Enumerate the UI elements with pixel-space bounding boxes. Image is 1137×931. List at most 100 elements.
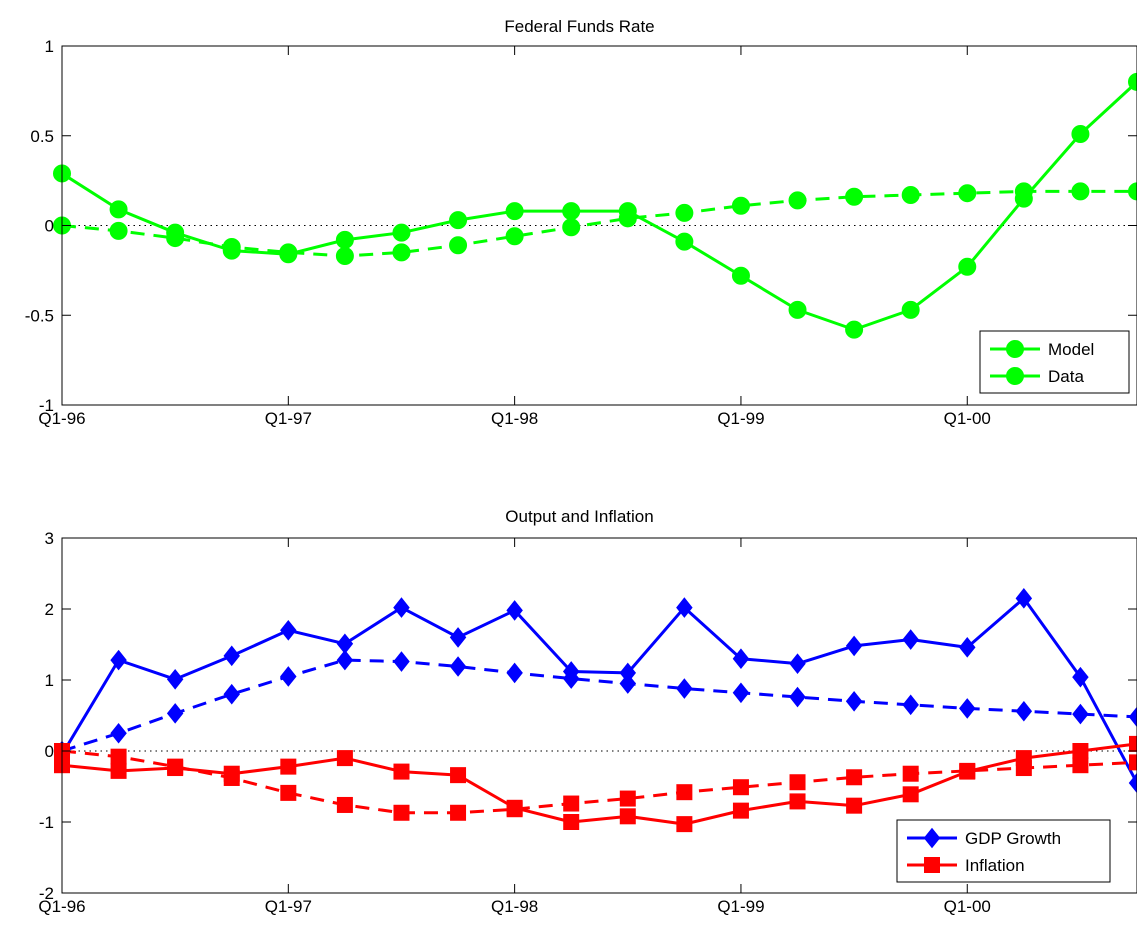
data-point — [675, 203, 694, 222]
data-point — [789, 793, 806, 810]
data-point — [902, 694, 919, 716]
data-point — [958, 184, 977, 203]
data-point — [562, 202, 581, 221]
data-point — [223, 683, 240, 705]
data-point — [166, 703, 184, 724]
data-point — [675, 232, 694, 251]
data-point — [1071, 182, 1090, 201]
legend-label: Data — [1048, 367, 1084, 386]
data-point — [449, 656, 467, 677]
data-point — [845, 187, 864, 206]
y-tick-label: 2 — [45, 600, 54, 619]
data-point — [280, 619, 297, 641]
legend-marker — [924, 857, 940, 873]
legend: GDP Growth Inflation — [896, 819, 1111, 883]
plot-frame — [61, 537, 1137, 894]
data-point — [336, 796, 353, 813]
data-point — [731, 266, 750, 285]
x-tick-label: Q1-98 — [491, 897, 538, 916]
series-line — [60, 596, 1137, 784]
data-point — [392, 243, 411, 262]
data-point — [1128, 772, 1137, 794]
data-point — [506, 662, 523, 684]
series-inflation-model- — [54, 743, 1137, 821]
chart-title: Output and Inflation — [505, 507, 653, 526]
y-tick-label: 0.5 — [30, 127, 54, 146]
data-point — [902, 629, 919, 650]
data-point — [676, 678, 693, 699]
data-point — [618, 202, 637, 221]
data-point — [449, 236, 468, 255]
series-inflation — [54, 735, 1137, 833]
chart-title: Federal Funds Rate — [504, 17, 654, 36]
data-point — [109, 221, 128, 240]
series-line — [61, 749, 1137, 815]
x-tick-label: Q1-96 — [38, 897, 85, 916]
data-point — [845, 690, 863, 712]
legend-marker — [1006, 340, 1024, 358]
data-point — [959, 637, 976, 658]
data-point — [789, 686, 806, 708]
data-point — [166, 668, 184, 690]
legend: Model Data — [979, 330, 1130, 394]
y-tick-label: -1 — [39, 813, 54, 832]
data-point — [563, 814, 580, 830]
data-point — [279, 245, 298, 264]
chart-2: Output and Inflation -2 -1 0 1 2 3 Q1-96 Q1-97 Q1… — [38, 507, 1137, 916]
data-point — [619, 790, 636, 807]
data-point — [619, 673, 637, 694]
x-tick-label: Q1-99 — [717, 897, 764, 916]
data-point — [731, 196, 750, 215]
series-line — [61, 658, 1137, 753]
data-point — [1015, 760, 1032, 777]
data-point — [1128, 72, 1137, 91]
data-point — [167, 758, 184, 775]
data-point — [223, 769, 240, 786]
x-tick-label: Q1-97 — [265, 409, 312, 428]
data-point — [1072, 757, 1089, 774]
data-point — [845, 320, 864, 339]
data-point — [1015, 588, 1033, 609]
data-point — [393, 651, 410, 672]
data-point — [1128, 706, 1137, 728]
data-point — [846, 797, 863, 814]
data-point — [846, 769, 863, 786]
data-point — [280, 666, 297, 687]
data-point — [563, 795, 580, 812]
legend-marker — [1006, 367, 1024, 385]
data-point — [1128, 182, 1137, 201]
y-tick-label: 1 — [45, 671, 54, 690]
data-point — [1072, 666, 1089, 688]
data-point — [1129, 754, 1137, 771]
data-point — [449, 627, 467, 648]
legend-marker — [923, 827, 941, 849]
data-point — [788, 191, 807, 210]
data-point — [110, 649, 127, 671]
legend-label: Inflation — [965, 856, 1025, 875]
y-tick-label: -1 — [39, 396, 54, 415]
data-point — [1015, 700, 1033, 722]
data-point — [732, 648, 750, 670]
y-tick-label: 3 — [45, 529, 54, 548]
series-line — [61, 80, 1137, 332]
data-point — [280, 758, 297, 775]
x-tick-label: Q1-96 — [38, 409, 85, 428]
x-tick-label: Q1-97 — [265, 897, 312, 916]
data-point — [1072, 743, 1089, 759]
data-point — [958, 257, 977, 276]
data-point — [109, 200, 128, 219]
data-point — [110, 762, 127, 779]
data-point — [676, 816, 693, 833]
data-point — [732, 682, 750, 704]
data-point — [223, 645, 240, 667]
data-point — [336, 649, 354, 671]
data-point — [166, 223, 185, 242]
data-point — [959, 698, 976, 719]
data-point — [450, 804, 467, 821]
data-point — [392, 223, 411, 242]
data-point — [562, 668, 580, 689]
data-point — [336, 750, 353, 767]
data-point — [732, 779, 749, 796]
data-point — [280, 784, 297, 801]
